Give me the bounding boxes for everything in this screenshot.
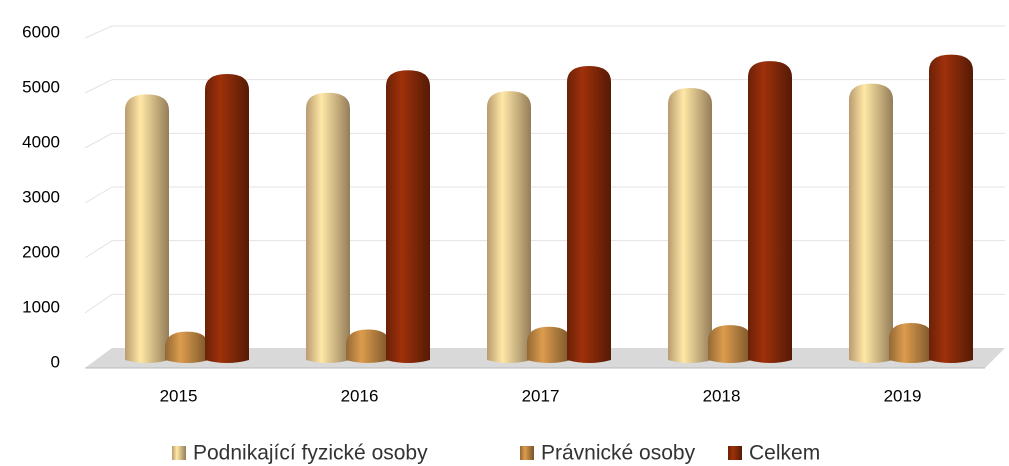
legend-label: Celkem [749, 442, 820, 465]
y-tick-label: 2000 [22, 242, 60, 261]
bar [668, 87, 712, 364]
grid-line [84, 79, 113, 94]
y-tick-label: 3000 [22, 187, 60, 206]
y-tick-label: 0 [51, 352, 60, 371]
bar [205, 74, 249, 364]
bar [567, 65, 611, 363]
grid-line [84, 293, 113, 314]
x-tick-label: 2016 [341, 386, 379, 405]
bar [386, 70, 430, 363]
grid-line [84, 186, 113, 204]
y-tick-label: 1000 [22, 297, 60, 316]
x-tick-label: 2017 [522, 386, 560, 405]
bar [708, 325, 752, 363]
grid-line [84, 240, 113, 259]
x-tick-label: 2018 [703, 386, 741, 405]
grid-line [84, 25, 113, 39]
grid-line [84, 132, 113, 149]
bar [165, 331, 209, 363]
bar [849, 83, 893, 364]
bar [527, 326, 571, 363]
y-tick-label: 4000 [22, 132, 60, 151]
legend-swatch [172, 446, 186, 460]
bar [929, 54, 973, 363]
y-tick-label: 5000 [22, 77, 60, 96]
legend-swatch [728, 446, 742, 460]
x-tick-label: 2015 [160, 386, 198, 405]
y-tick-label: 6000 [22, 22, 60, 41]
bar [889, 323, 933, 363]
bar [125, 94, 169, 364]
bar [487, 91, 531, 364]
x-tick-label: 2019 [884, 386, 922, 405]
legend-label: Podnikající fyzické osoby [193, 442, 428, 465]
bar [346, 329, 390, 363]
bar [306, 92, 350, 363]
legend-swatch [520, 446, 534, 460]
bar [748, 61, 792, 363]
legend-label: Právnické osoby [541, 442, 696, 465]
